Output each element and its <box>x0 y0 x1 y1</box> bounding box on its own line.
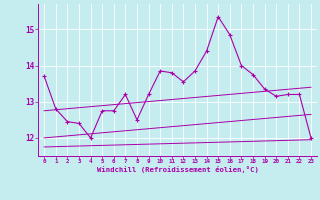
X-axis label: Windchill (Refroidissement éolien,°C): Windchill (Refroidissement éolien,°C) <box>97 166 259 173</box>
